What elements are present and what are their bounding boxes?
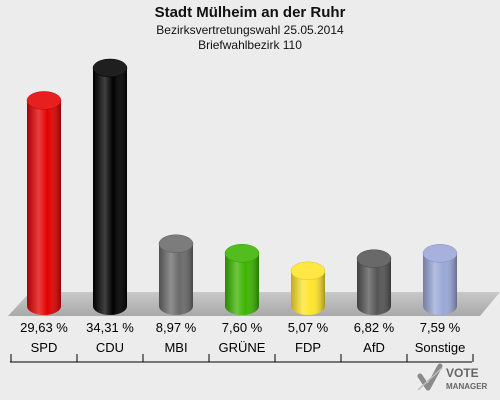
category-label-fdp: FDP xyxy=(295,340,321,355)
chart-subtitle-election: Bezirksvertretungswahl 25.05.2014 xyxy=(156,23,344,37)
value-label-cdu: 34,31 % xyxy=(86,320,134,335)
bars-group xyxy=(26,58,458,315)
bar-afd xyxy=(356,249,392,315)
bar-fdp xyxy=(290,261,326,315)
category-label-gr-ne: GRÜNE xyxy=(219,340,266,355)
chart-title: Stadt Mülheim an der Ruhr xyxy=(155,4,346,21)
checkmark-icon xyxy=(417,363,443,391)
vote-manager-logo: VOTE MANAGER xyxy=(417,363,488,391)
bar-sonstige xyxy=(422,244,458,315)
logo-text-manager: MANAGER xyxy=(446,382,488,391)
bar-mbi xyxy=(158,234,194,315)
value-label-fdp: 5,07 % xyxy=(288,320,329,335)
category-label-mbi: MBI xyxy=(164,340,187,355)
bar-spd xyxy=(26,91,62,315)
category-axis: SPD CDU MBI GRÜNE FDP AfD Sonstige xyxy=(10,340,474,363)
value-labels-group: 29,63 % 34,31 % 8,97 % 7,60 % 5,07 % 6,82 % 7,… xyxy=(20,320,461,335)
category-label-afd: AfD xyxy=(363,340,385,355)
category-label-cdu: CDU xyxy=(96,340,124,355)
category-label-spd: SPD xyxy=(31,340,58,355)
chart-subtitle-district: Briefwahlbezirk 110 xyxy=(198,38,302,52)
value-label-spd: 29,63 % xyxy=(20,320,68,335)
bar-cdu xyxy=(92,58,128,315)
category-label-sonstige: Sonstige xyxy=(415,340,466,355)
bar-gr-ne xyxy=(224,244,260,315)
value-label-afd: 6,82 % xyxy=(354,320,395,335)
value-label-mbi: 8,97 % xyxy=(156,320,197,335)
value-label-sonstige: 7,59 % xyxy=(420,320,461,335)
logo-text-vote: VOTE xyxy=(446,366,479,380)
value-label-gr-ne: 7,60 % xyxy=(222,320,263,335)
